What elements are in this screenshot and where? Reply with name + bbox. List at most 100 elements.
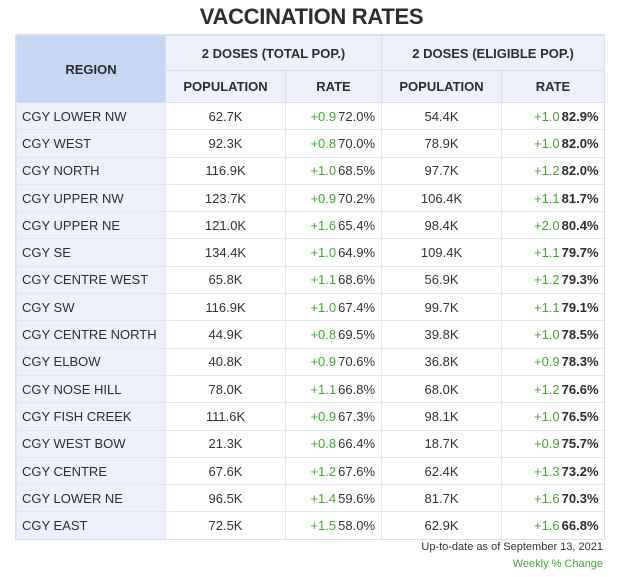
weekly-change-legend: Weekly % Change	[512, 558, 603, 570]
rate-value: 70.3%	[561, 490, 599, 506]
weekly-change-value: +1.5	[310, 518, 337, 534]
eligible-population-cell: 78.9K	[381, 129, 502, 158]
weekly-change-value: +1.0	[533, 108, 560, 124]
region-cell: CGY EAST	[16, 511, 166, 539]
region-cell: CGY CENTRE	[16, 456, 166, 485]
eligible-population-cell: 106.4K	[381, 183, 502, 212]
rate-value: 70.6%	[338, 354, 376, 370]
weekly-change-value: +1.2	[310, 463, 337, 479]
rate-value: 78.5%	[561, 327, 599, 343]
table-row: CGY EAST 72.5K +1.5 58.0% 62.9K +1.6 66.8%	[16, 511, 605, 539]
region-cell: CGY LOWER NW	[16, 101, 166, 130]
total-rate-cell: +1.1 66.8%	[284, 374, 382, 403]
weekly-change-value: +1.4	[310, 490, 337, 506]
rate-value: 64.9%	[338, 245, 376, 261]
rate-value: 67.3%	[338, 408, 376, 424]
population-column-header: POPULATION	[165, 70, 286, 103]
weekly-change-value: +1.1	[310, 381, 337, 397]
total-population-cell: 123.7K	[165, 183, 286, 212]
region-cell: CGY LOWER NE	[16, 484, 166, 512]
total-population-cell: 65.8K	[165, 265, 286, 294]
rate-column-header: RATE	[501, 70, 606, 103]
eligible-rate-cell: +0.9 75.7%	[501, 429, 605, 458]
region-cell: CGY NOSE HILL	[16, 374, 166, 403]
eligible-population-cell: 68.0K	[381, 374, 502, 403]
total-population-cell: 92.3K	[165, 129, 286, 158]
eligible-population-cell: 18.7K	[381, 429, 502, 458]
weekly-change-value: +0.8	[310, 135, 337, 151]
table-row: CGY WEST BOW 21.3K +0.8 66.4% 18.7K +0.9 75.7%	[16, 429, 605, 458]
total-rate-cell: +0.9 70.6%	[284, 347, 382, 376]
rate-value: 80.4%	[561, 217, 599, 233]
table-row: CGY CENTRE 67.6K +1.2 67.6% 62.4K +1.3 73.2%	[16, 456, 605, 485]
rate-value: 58.0%	[338, 518, 376, 534]
table-row: CGY FISH CREEK 111.6K +0.9 67.3% 98.1K +1.0 76…	[16, 402, 605, 431]
rate-value: 66.8%	[561, 518, 599, 534]
eligible-rate-cell: +1.2 79.3%	[501, 265, 605, 294]
region-cell: CGY NORTH	[16, 156, 166, 185]
region-cell: CGY CENTRE NORTH	[16, 320, 166, 349]
eligible-rate-cell: +1.0 76.5%	[501, 402, 605, 431]
total-rate-cell: +1.6 65.4%	[284, 211, 382, 239]
region-cell: CGY SE	[16, 238, 166, 267]
rate-value: 70.0%	[338, 135, 376, 151]
region-cell: CGY UPPER NE	[16, 211, 166, 239]
total-rate-cell: +1.1 68.6%	[284, 265, 382, 294]
table-row: CGY NORTH 116.9K +1.0 68.5% 97.7K +1.2 82.0%	[16, 156, 605, 185]
rate-value: 59.6%	[338, 490, 376, 506]
rate-value: 82.0%	[561, 135, 599, 151]
rate-value: 79.1%	[561, 299, 599, 315]
eligible-pop-group-header: 2 DOSES (ELIGIBLE POP.)	[381, 35, 606, 71]
weekly-change-value: +0.9	[310, 108, 337, 124]
rate-value: 76.6%	[561, 381, 599, 397]
weekly-change-value: +1.0	[533, 327, 560, 343]
rate-value: 70.2%	[338, 190, 376, 206]
weekly-change-value: +1.0	[533, 135, 560, 151]
total-population-cell: 62.7K	[165, 101, 286, 130]
region-cell: CGY WEST BOW	[16, 429, 166, 458]
total-rate-cell: +0.9 67.3%	[284, 402, 382, 431]
region-cell: CGY SW	[16, 293, 166, 321]
total-rate-cell: +1.5 58.0%	[284, 511, 382, 539]
total-rate-cell: +1.0 64.9%	[284, 238, 382, 267]
eligible-rate-cell: +1.0 78.5%	[501, 320, 605, 349]
eligible-population-cell: 97.7K	[381, 156, 502, 185]
rate-value: 75.7%	[561, 436, 599, 452]
eligible-rate-cell: +1.3 73.2%	[501, 456, 605, 485]
eligible-rate-cell: +2.0 80.4%	[501, 211, 605, 239]
rate-value: 69.5%	[338, 327, 376, 343]
weekly-change-value: +1.0	[310, 163, 337, 179]
total-rate-cell: +1.2 67.6%	[284, 456, 382, 485]
eligible-population-cell: 54.4K	[381, 101, 502, 130]
rate-value: 79.7%	[561, 245, 599, 261]
eligible-population-cell: 36.8K	[381, 347, 502, 376]
total-population-cell: 21.3K	[165, 429, 286, 458]
eligible-rate-cell: +1.1 79.1%	[501, 293, 605, 321]
total-population-cell: 78.0K	[165, 374, 286, 403]
total-pop-group-header: 2 DOSES (TOTAL POP.)	[164, 35, 383, 71]
weekly-change-value: +1.3	[533, 463, 560, 479]
region-cell: CGY FISH CREEK	[16, 402, 166, 431]
total-rate-cell: +1.0 68.5%	[284, 156, 382, 185]
weekly-change-value: +1.0	[533, 408, 560, 424]
rate-value: 78.3%	[561, 354, 599, 370]
weekly-change-value: +1.2	[533, 381, 560, 397]
rate-value: 72.0%	[338, 108, 376, 124]
table-row: CGY CENTRE NORTH 44.9K +0.8 69.5% 39.8K +1.0 7…	[16, 320, 605, 349]
eligible-population-cell: 98.4K	[381, 211, 502, 239]
total-population-cell: 116.9K	[165, 156, 286, 185]
weekly-change-value: +1.1	[533, 190, 560, 206]
rate-value: 66.8%	[338, 381, 376, 397]
weekly-change-value: +1.1	[533, 299, 560, 315]
table-row: CGY SW 116.9K +1.0 67.4% 99.7K +1.1 79.1%	[16, 293, 605, 321]
eligible-population-cell: 81.7K	[381, 484, 502, 512]
eligible-rate-cell: +1.1 79.7%	[501, 238, 605, 267]
eligible-rate-cell: +1.2 76.6%	[501, 374, 605, 403]
total-rate-cell: +0.8 66.4%	[284, 429, 382, 458]
updated-date-note: Up-to-date as of September 13, 2021	[421, 541, 603, 553]
rate-value: 82.9%	[561, 108, 599, 124]
rate-value: 76.5%	[561, 408, 599, 424]
page-title: VACCINATION RATES	[199, 4, 424, 29]
weekly-change-value: +1.1	[533, 245, 560, 261]
eligible-rate-cell: +1.2 82.0%	[501, 156, 605, 185]
